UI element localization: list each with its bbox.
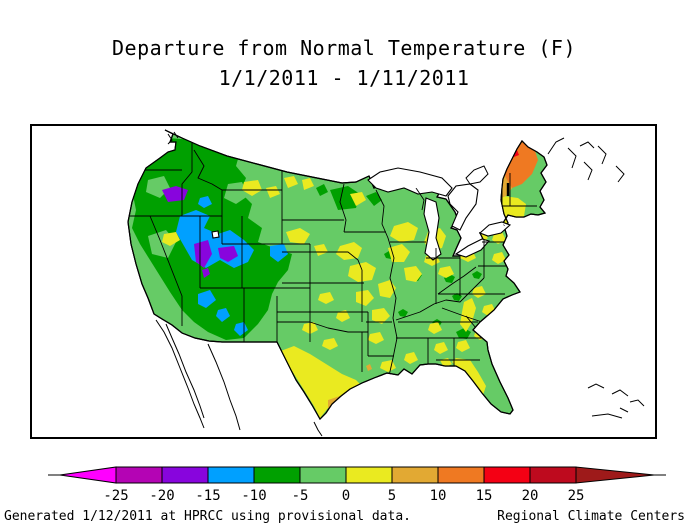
- colorbar: -25 -20 -15 -10 -5 0 5 10 15 20 25: [48, 466, 666, 504]
- credit-note: Regional Climate Centers: [497, 509, 685, 524]
- baja-california-outline: [155, 319, 205, 429]
- colorbar-segment: [529, 466, 577, 484]
- colorbar-segment: [253, 466, 301, 484]
- great-lakes: [211, 167, 512, 261]
- generated-note: Generated 1/12/2011 at HPRCC using provi…: [4, 509, 411, 524]
- colorbar-tick: -25: [103, 488, 128, 504]
- gulf-of-california-outline: [165, 323, 205, 419]
- anomaly-regions-purple: [162, 186, 238, 278]
- map-date-range: 1/1/2011 - 1/11/2011: [218, 66, 470, 90]
- colorbar-tick: -10: [241, 488, 266, 504]
- colorbar-tick: -20: [149, 488, 174, 504]
- colorbar-tick: 0: [342, 488, 350, 504]
- colorbar-segment: [345, 466, 393, 484]
- us-map: [127, 129, 645, 437]
- colorbar-tick: 25: [568, 488, 585, 504]
- colorbar-left-arrow: [59, 466, 117, 484]
- lake-huron: [447, 183, 479, 231]
- colorbar-tick: 15: [476, 488, 493, 504]
- colorbar-right-arrow: [575, 466, 655, 484]
- bahamas-outline: [587, 383, 645, 419]
- map-title: Departure from Normal Temperature (F): [111, 36, 577, 60]
- mexico-gulf-coast-outline: [313, 421, 323, 437]
- mexico-mainland-outline: [207, 343, 241, 431]
- colorbar-segment: [161, 466, 209, 484]
- lake-ontario: [478, 221, 512, 237]
- colorbar-tick: -15: [195, 488, 220, 504]
- colorbar-tick: 10: [430, 488, 447, 504]
- colorbar-segment: [391, 466, 439, 484]
- lake-erie: [454, 238, 490, 258]
- colorbar-segment: [299, 466, 347, 484]
- colorbar-tick: 5: [388, 488, 396, 504]
- colorbar-tick: 20: [522, 488, 539, 504]
- neighbor-coastlines: [155, 131, 645, 437]
- puget-islands-outline: [167, 131, 179, 145]
- georgian-bay-outline: [465, 165, 489, 185]
- colorbar-segment: [115, 466, 163, 484]
- great-salt-lake: [211, 230, 220, 239]
- lake-michigan: [423, 197, 442, 261]
- map-frame: [30, 124, 657, 439]
- lake-superior: [367, 167, 453, 197]
- colorbar-segment: [207, 466, 255, 484]
- us-outline: [127, 129, 548, 420]
- maritime-canada-outline: [547, 137, 625, 183]
- colorbar-tick: -5: [292, 488, 309, 504]
- colorbar-segment: [437, 466, 485, 484]
- colorbar-segment: [483, 466, 531, 484]
